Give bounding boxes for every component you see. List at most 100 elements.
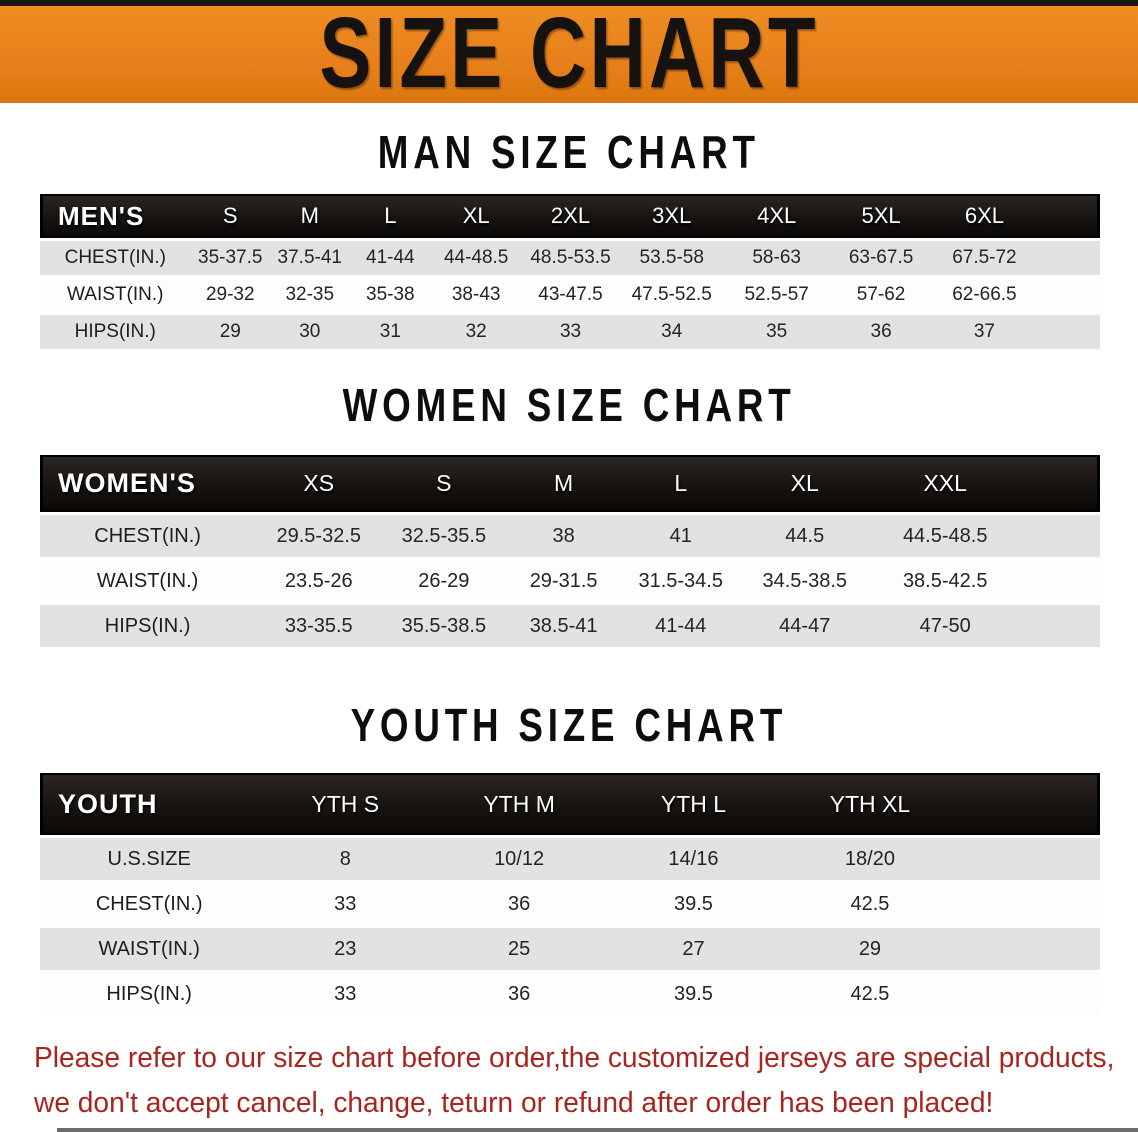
- value-cell: 53.5-58: [619, 241, 724, 275]
- value-cell: 63-67.5: [829, 241, 933, 275]
- value-cell: 42.5: [780, 973, 959, 1015]
- value-cell: 35-38: [349, 278, 432, 312]
- section-title-youth-text: YOUTH SIZE CHART: [350, 699, 788, 751]
- value-cell: 32.5-35.5: [382, 515, 506, 557]
- value-cell: 38.5-41: [505, 605, 622, 647]
- women-group-label: WOMEN'S: [40, 455, 256, 512]
- value-cell: 39.5: [606, 883, 781, 925]
- row-label: HIPS(IN.): [40, 973, 259, 1015]
- youth-header-row: YOUTH YTH S YTH M YTH L YTH XL: [40, 773, 1100, 835]
- value-cell: 37.5-41: [270, 241, 350, 275]
- row-pad-cell: [958, 838, 1100, 880]
- row-pad-cell: [1020, 515, 1100, 557]
- value-cell: 67.5-72: [932, 241, 1037, 275]
- value-cell: 52.5-57: [723, 278, 830, 312]
- section-title-youth: YOUTH SIZE CHART: [0, 700, 1138, 750]
- section-title-women-text: WOMEN SIZE CHART: [342, 379, 796, 431]
- value-cell: 30: [270, 315, 350, 349]
- value-cell: 47.5-52.5: [619, 278, 724, 312]
- value-cell: 35-37.5: [190, 241, 271, 275]
- value-cell: 32-35: [270, 278, 350, 312]
- value-cell: 47-50: [869, 605, 1021, 647]
- row-label: WAIST(IN.): [40, 560, 256, 602]
- youth-size-column-header: YTH L: [606, 773, 781, 835]
- value-cell: 23: [258, 928, 433, 970]
- banner: SIZE CHART: [0, 0, 1138, 103]
- disclaimer-line-2: we don't accept cancel, change, teturn o…: [34, 1087, 994, 1119]
- value-cell: 34.5-38.5: [739, 560, 870, 602]
- men-size-column-header: XL: [431, 194, 522, 238]
- value-cell: 33-35.5: [255, 605, 383, 647]
- value-cell: 29.5-32.5: [255, 515, 383, 557]
- value-cell: 25: [432, 928, 607, 970]
- row-pad-cell: [1036, 241, 1100, 275]
- value-cell: 41-44: [621, 605, 740, 647]
- value-cell: 38: [505, 515, 622, 557]
- banner-title: SIZE CHART: [319, 0, 819, 109]
- value-cell: 35.5-38.5: [382, 605, 506, 647]
- value-cell: 39.5: [606, 973, 781, 1015]
- women-size-column-header: XS: [255, 455, 383, 512]
- men-size-column-header: 2XL: [521, 194, 620, 238]
- value-cell: 29-32: [190, 278, 271, 312]
- youth-row-hips-in: HIPS(IN.) 33 36 39.5 42.5: [40, 973, 1100, 1015]
- women-size-table: WOMEN'S XS S M L XL XXL CHEST(IN.) 29.5-32.5 32.5…: [40, 452, 1100, 650]
- value-cell: 44.5-48.5: [869, 515, 1021, 557]
- value-cell: 33: [258, 883, 433, 925]
- youth-row-waist-in: WAIST(IN.) 23 25 27 29: [40, 928, 1100, 970]
- youth-row-u-s-size: U.S.SIZE 8 10/12 14/16 18/20: [40, 838, 1100, 880]
- men-size-column-header: 3XL: [619, 194, 724, 238]
- header-pad-cell: [1020, 455, 1100, 512]
- value-cell: 62-66.5: [932, 278, 1037, 312]
- men-size-column-header: 6XL: [932, 194, 1037, 238]
- header-pad-cell: [958, 773, 1100, 835]
- value-cell: 36: [432, 973, 607, 1015]
- value-cell: 29: [190, 315, 271, 349]
- women-size-column-header: XXL: [869, 455, 1021, 512]
- women-row-chest-in: CHEST(IN.) 29.5-32.5 32.5-35.5 38 41 44.5 44.5…: [40, 515, 1100, 557]
- value-cell: 43-47.5: [521, 278, 620, 312]
- row-pad-cell: [958, 973, 1100, 1015]
- row-label: WAIST(IN.): [40, 278, 191, 312]
- value-cell: 26-29: [382, 560, 506, 602]
- youth-size-column-header: YTH S: [258, 773, 433, 835]
- value-cell: 44-47: [739, 605, 870, 647]
- men-header-row: MEN'S S M L XL 2XL 3XL 4XL 5XL 6XL: [40, 194, 1100, 238]
- row-pad-cell: [958, 928, 1100, 970]
- row-pad-cell: [1020, 605, 1100, 647]
- men-size-column-header: 5XL: [829, 194, 933, 238]
- row-pad-cell: [1036, 278, 1100, 312]
- row-label: CHEST(IN.): [40, 883, 259, 925]
- section-title-men: MAN SIZE CHART: [0, 127, 1138, 177]
- value-cell: 8: [258, 838, 433, 880]
- row-label: HIPS(IN.): [40, 315, 191, 349]
- value-cell: 10/12: [432, 838, 607, 880]
- youth-size-column-header: YTH XL: [780, 773, 959, 835]
- men-size-column-header: S: [190, 194, 271, 238]
- value-cell: 31.5-34.5: [621, 560, 740, 602]
- header-pad-cell: [1036, 194, 1100, 238]
- women-header-row: WOMEN'S XS S M L XL XXL: [40, 455, 1100, 512]
- men-row-hips-in: HIPS(IN.) 29 30 31 32 33 34 35 36 37: [40, 315, 1100, 349]
- women-size-column-header: L: [621, 455, 740, 512]
- value-cell: 36: [829, 315, 933, 349]
- row-label: U.S.SIZE: [40, 838, 259, 880]
- men-size-column-header: 4XL: [723, 194, 830, 238]
- value-cell: 18/20: [780, 838, 959, 880]
- section-youth: YOUTH SIZE CHART YOUTH YTH S YTH M YTH L YTH…: [0, 700, 1138, 1018]
- section-title-women: WOMEN SIZE CHART: [0, 380, 1138, 430]
- section-women: WOMEN SIZE CHART WOMEN'S XS S M L XL XXL CHEST(…: [0, 380, 1138, 650]
- row-pad-cell: [1020, 560, 1100, 602]
- value-cell: 48.5-53.5: [521, 241, 620, 275]
- men-group-label: MEN'S: [40, 194, 191, 238]
- men-row-waist-in: WAIST(IN.) 29-32 32-35 35-38 38-43 43-47.5 47.…: [40, 278, 1100, 312]
- row-label: CHEST(IN.): [40, 515, 256, 557]
- section-title-men-text: MAN SIZE CHART: [377, 126, 761, 178]
- row-label: HIPS(IN.): [40, 605, 256, 647]
- value-cell: 23.5-26: [255, 560, 383, 602]
- value-cell: 27: [606, 928, 781, 970]
- men-table-holder: MEN'S S M L XL 2XL 3XL 4XL 5XL 6XL CHEST(IN.) 35-37…: [0, 191, 1138, 352]
- value-cell: 14/16: [606, 838, 781, 880]
- youth-size-table: YOUTH YTH S YTH M YTH L YTH XL U.S.SIZE 8 10/12…: [40, 770, 1100, 1018]
